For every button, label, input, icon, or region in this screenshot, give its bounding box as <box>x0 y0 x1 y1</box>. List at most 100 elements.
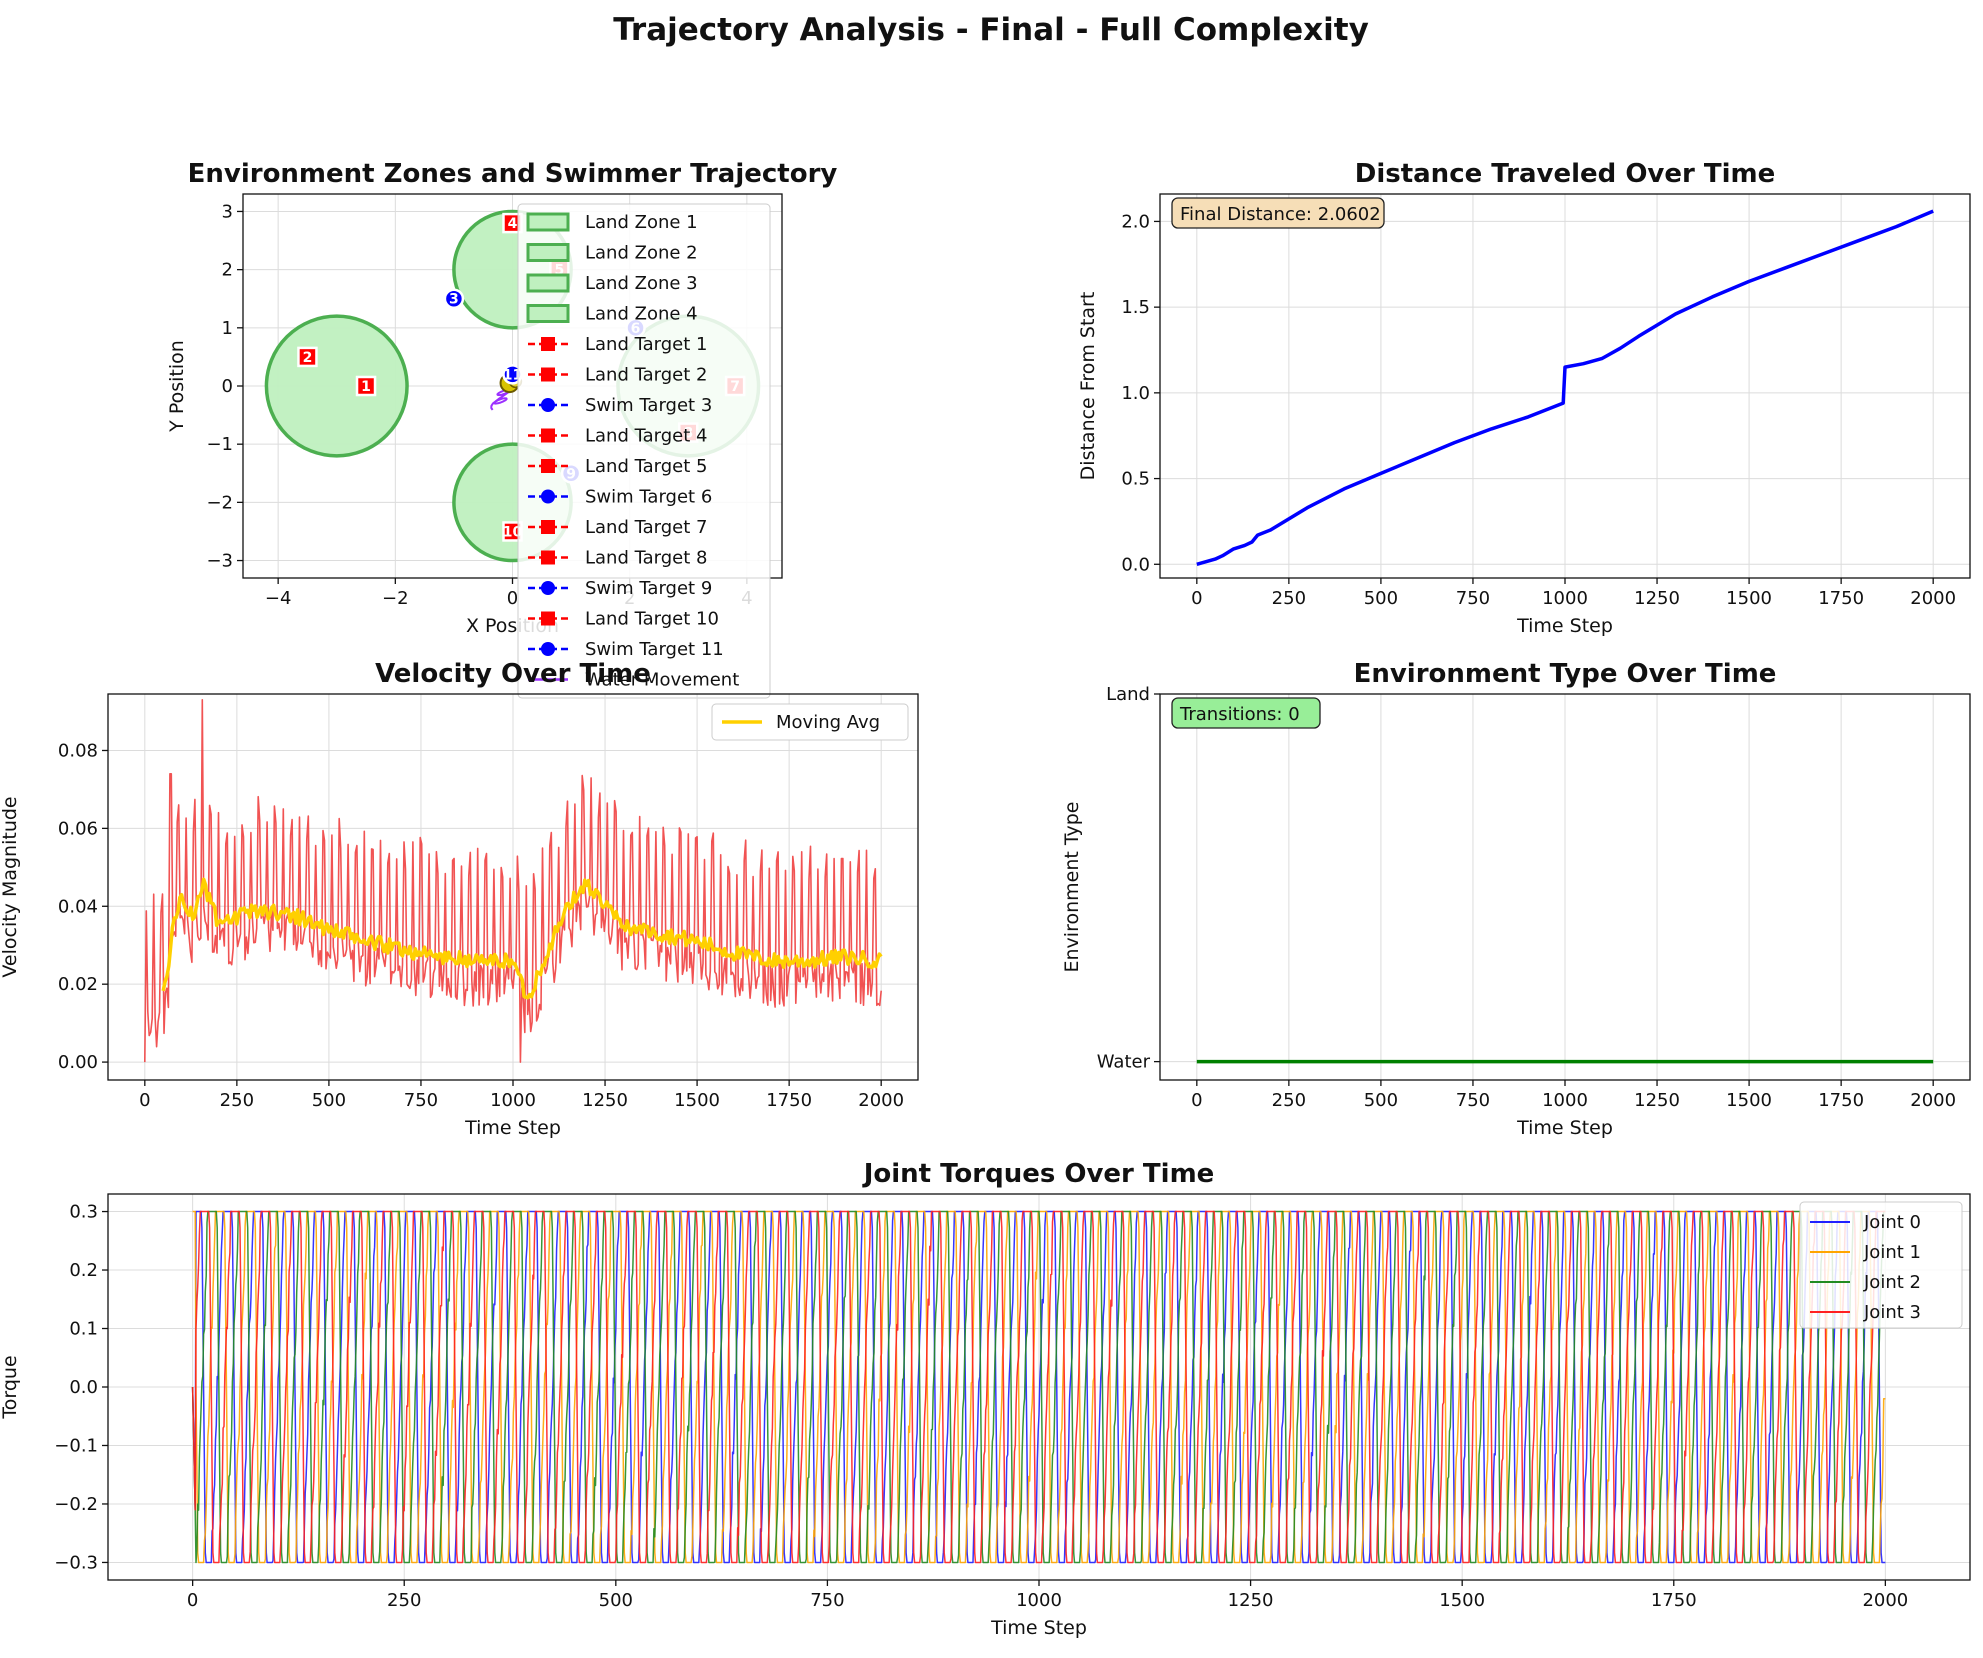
moving-avg-line <box>161 877 883 1000</box>
legend-box <box>517 203 771 699</box>
y-axis-label: Torque <box>0 1355 21 1419</box>
legend-marker <box>541 367 555 382</box>
transitions-label: Transitions: 0 <box>1179 704 1300 725</box>
x-tick-label: 0 <box>507 588 518 609</box>
x-tick-label: 750 <box>810 1590 844 1611</box>
legend-marker <box>541 520 555 534</box>
y-tick-label: 0.0 <box>69 1377 98 1398</box>
y-tick-label: 0.00 <box>58 1052 98 1073</box>
x-tick-label: −2 <box>382 588 409 609</box>
y-tick-label: 0.04 <box>58 896 98 917</box>
y-axis-label: Distance From Start <box>1077 292 1099 481</box>
x-tick-label: 0 <box>1191 588 1202 609</box>
legend-swatch <box>526 304 570 323</box>
x-tick-label: 1000 <box>1542 1090 1588 1111</box>
land-target-marker <box>297 346 318 368</box>
land-zone <box>264 314 409 458</box>
target-label: 3 <box>449 292 459 308</box>
y-tick-label: 1.5 <box>1121 297 1150 318</box>
y-tick-label: 0.1 <box>69 1319 98 1340</box>
x-tick-label: 500 <box>1364 588 1398 609</box>
x-tick-label: 2000 <box>1862 1590 1908 1611</box>
y-tick-label: 0.2 <box>69 1260 98 1281</box>
x-tick-label: 1750 <box>1818 588 1864 609</box>
final-distance-box <box>1171 197 1385 229</box>
x-tick-label: 1250 <box>1634 1090 1680 1111</box>
legend-label: Land Zone 4 <box>585 304 698 325</box>
torque-line-2 <box>191 1210 1886 1564</box>
x-tick-label: 1250 <box>1634 588 1680 609</box>
distance-panel: 0 250 500 750 1000 1250 1500 1750 2000 0.0 0.5 1.0 1… <box>1077 159 1971 637</box>
y-tick-label: Land <box>1106 684 1150 705</box>
x-axis-label: Time Step <box>1516 615 1613 637</box>
axes-frame <box>1159 693 1971 1081</box>
x-tick-label: 1250 <box>582 1090 628 1111</box>
axes-frame <box>1159 193 1971 579</box>
x-tick-label: 2000 <box>1910 1090 1956 1111</box>
y-axis-label: Environment Type <box>1061 802 1083 973</box>
x-tick-label: 250 <box>1272 1090 1306 1111</box>
x-tick-label: 500 <box>599 1590 633 1611</box>
y-tick-label: −0.3 <box>54 1552 98 1573</box>
legend-marker <box>541 581 555 595</box>
legend-marker <box>541 642 555 656</box>
velocity-panel: 0 250 500 750 1000 1250 1500 1750 2000 0.00 0.02 0.… <box>0 659 919 1139</box>
final-distance-label: Final Distance: 2.0602 <box>1180 204 1381 225</box>
legend-label: Joint 3 <box>1863 1302 1921 1323</box>
x-tick-label: 0 <box>139 1090 150 1111</box>
y-tick-label: 0.08 <box>58 740 98 761</box>
legend-marker <box>541 428 555 443</box>
y-tick-label: −2 <box>206 492 233 513</box>
distance-line <box>1196 209 1934 566</box>
legend-swatch <box>526 212 570 232</box>
legend-marker <box>541 489 555 504</box>
y-tick-label: 0.5 <box>1121 469 1150 490</box>
legend-label: Land Target 10 <box>585 609 719 630</box>
x-tick-label: 2000 <box>1910 588 1956 609</box>
legend-label: Land Zone 1 <box>585 212 698 233</box>
legend-swatch <box>526 273 570 293</box>
panel-title: Distance Traveled Over Time <box>1355 159 1776 189</box>
land-target-marker <box>355 375 377 397</box>
legend-label: Land Zone 3 <box>585 273 698 294</box>
axes-frame <box>242 193 783 579</box>
legend-label: Joint 1 <box>1863 1242 1921 1263</box>
legend-label: Land Target 5 <box>585 456 707 477</box>
x-tick-label: 2000 <box>858 1090 904 1111</box>
y-tick-label: 0.06 <box>58 818 98 839</box>
x-axis-label: Time Step <box>1516 1117 1613 1139</box>
x-tick-label: 1750 <box>1818 1090 1864 1111</box>
legend-label: Joint 2 <box>1863 1272 1921 1293</box>
y-tick-label: 2 <box>222 260 233 281</box>
y-tick-label: Water <box>1097 1052 1151 1073</box>
x-tick-label: 0 <box>187 1590 198 1611</box>
panel-title: Velocity Over Time <box>375 659 651 689</box>
x-tick-label: 250 <box>220 1090 254 1111</box>
legend-marker <box>541 611 555 626</box>
target-label: 2 <box>303 350 313 366</box>
legend-label: Land Target 4 <box>585 426 707 447</box>
legend-label: Water Movement <box>585 670 739 691</box>
legend-label: Land Target 2 <box>585 365 707 386</box>
legend-label: Swim Target 11 <box>585 639 724 660</box>
y-tick-label: −0.1 <box>54 1435 98 1456</box>
legend-label: Land Target 1 <box>585 334 707 355</box>
y-tick-label: 0.0 <box>1121 554 1150 575</box>
x-tick-label: 750 <box>1456 1090 1490 1111</box>
legend-marker <box>541 550 555 565</box>
x-tick-label: 1500 <box>674 1090 720 1111</box>
y-tick-label: 3 <box>222 201 233 222</box>
legend-label: Swim Target 6 <box>585 487 712 508</box>
x-tick-label: 500 <box>312 1090 346 1111</box>
transitions-box <box>1171 697 1321 729</box>
y-tick-label: −1 <box>206 434 233 455</box>
x-tick-label: 250 <box>1272 588 1306 609</box>
swim-target-marker <box>443 288 465 309</box>
velocity-legend-box <box>711 703 909 741</box>
target-label: 11 <box>503 367 522 383</box>
target-label: 4 <box>508 216 518 232</box>
legend-label: Joint 0 <box>1863 1212 1921 1233</box>
y-tick-label: 1 <box>222 318 233 339</box>
legend-marker <box>541 459 555 473</box>
